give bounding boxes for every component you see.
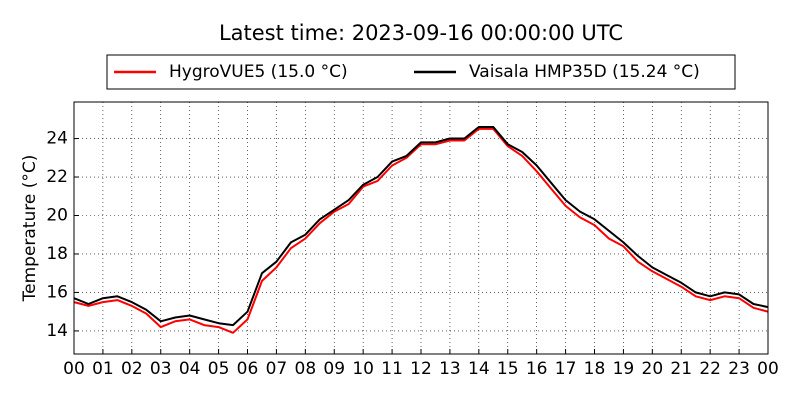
x-tick-label: 11 bbox=[381, 359, 403, 379]
x-tick-label: 15 bbox=[497, 359, 519, 379]
y-axis-label: Temperature (°C) bbox=[20, 155, 40, 303]
y-tick-label: 24 bbox=[46, 129, 68, 149]
x-tick-label: 23 bbox=[728, 359, 750, 379]
y-tick-label: 20 bbox=[46, 205, 68, 225]
x-tick-label: 17 bbox=[555, 359, 577, 379]
series-line bbox=[73, 127, 769, 334]
x-tick-label: 14 bbox=[468, 359, 490, 379]
x-tick-label: 18 bbox=[584, 359, 606, 379]
x-tick-label: 13 bbox=[439, 359, 461, 379]
x-tick-label: 03 bbox=[150, 359, 172, 379]
y-tick-label: 22 bbox=[46, 167, 68, 187]
series-line bbox=[73, 126, 769, 327]
y-tick-label: 16 bbox=[46, 282, 68, 302]
x-tick-label: 05 bbox=[208, 359, 230, 379]
x-tick-label: 00 bbox=[63, 359, 85, 379]
plot-frame bbox=[73, 101, 769, 355]
x-tick-label: 16 bbox=[526, 359, 548, 379]
y-tick-label: 14 bbox=[46, 321, 68, 341]
x-tick-label: 00 bbox=[757, 359, 779, 379]
x-tick-label: 01 bbox=[92, 359, 114, 379]
x-tick-label: 09 bbox=[323, 359, 345, 379]
x-tick-label: 06 bbox=[237, 359, 259, 379]
chart-title: Latest time: 2023-09-16 00:00:00 UTC bbox=[219, 21, 623, 45]
x-tick-label: 12 bbox=[410, 359, 432, 379]
x-tick-label: 10 bbox=[352, 359, 374, 379]
x-tick-label: 22 bbox=[699, 359, 721, 379]
x-tick-label: 21 bbox=[670, 359, 692, 379]
x-tick-label: 19 bbox=[613, 359, 635, 379]
legend-label: Vaisala HMP35D (15.24 °C) bbox=[469, 62, 700, 82]
x-tick-label: 20 bbox=[642, 359, 664, 379]
x-tick-label: 04 bbox=[179, 359, 201, 379]
x-tick-label: 07 bbox=[266, 359, 288, 379]
y-tick-label: 18 bbox=[46, 244, 68, 264]
legend-label: HygroVUE5 (15.0 °C) bbox=[169, 62, 348, 82]
x-tick-label: 02 bbox=[121, 359, 143, 379]
x-tick-label: 08 bbox=[295, 359, 317, 379]
